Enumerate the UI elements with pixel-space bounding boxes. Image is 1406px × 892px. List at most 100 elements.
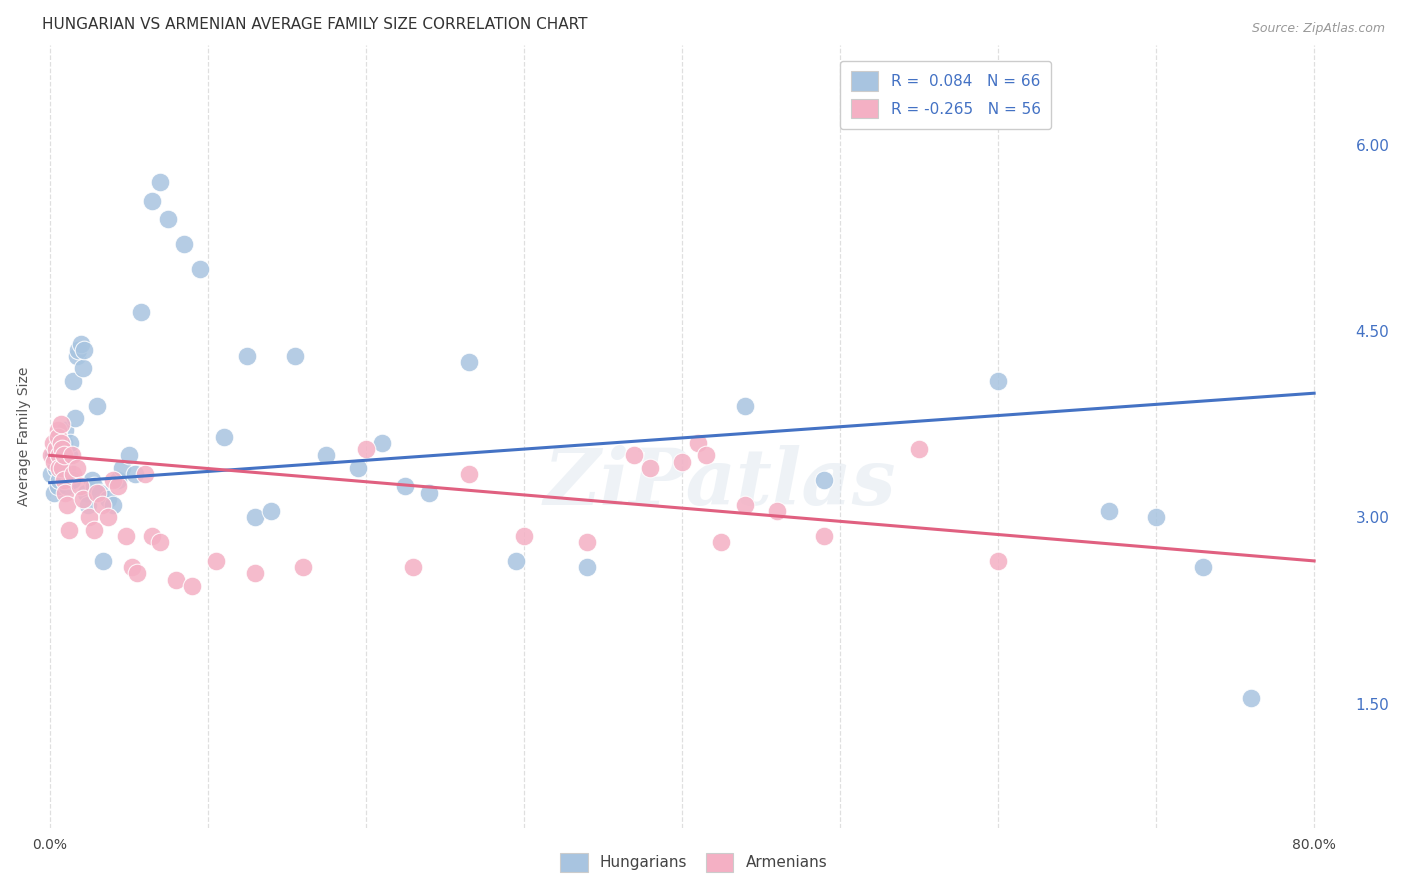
Point bbox=[67, 343, 90, 357]
Point bbox=[69, 479, 91, 493]
Point bbox=[1098, 504, 1121, 518]
Point bbox=[686, 436, 709, 450]
Point bbox=[111, 460, 134, 475]
Point bbox=[734, 498, 756, 512]
Point bbox=[55, 485, 77, 500]
Point bbox=[51, 460, 73, 475]
Point bbox=[60, 473, 83, 487]
Point bbox=[710, 535, 733, 549]
Point bbox=[671, 454, 693, 468]
Point bbox=[65, 349, 87, 363]
Point bbox=[45, 460, 67, 475]
Point bbox=[908, 442, 931, 456]
Point bbox=[83, 479, 105, 493]
Point bbox=[89, 485, 111, 500]
Point bbox=[72, 361, 94, 376]
Point bbox=[101, 473, 124, 487]
Point bbox=[60, 448, 83, 462]
Point bbox=[49, 417, 72, 432]
Point bbox=[987, 554, 1010, 568]
Point bbox=[131, 305, 153, 319]
Point bbox=[49, 436, 72, 450]
Point bbox=[260, 504, 283, 518]
Point bbox=[46, 430, 69, 444]
Point bbox=[46, 424, 69, 438]
Point bbox=[134, 467, 156, 481]
Point bbox=[157, 212, 180, 227]
Point bbox=[101, 498, 124, 512]
Point bbox=[72, 491, 94, 506]
Point bbox=[284, 349, 307, 363]
Point bbox=[121, 560, 143, 574]
Point bbox=[765, 504, 787, 518]
Point bbox=[51, 460, 73, 475]
Point bbox=[45, 442, 67, 456]
Text: Source: ZipAtlas.com: Source: ZipAtlas.com bbox=[1251, 22, 1385, 36]
Point bbox=[418, 485, 440, 500]
Point bbox=[49, 454, 72, 468]
Point bbox=[42, 448, 65, 462]
Point bbox=[987, 374, 1010, 388]
Point bbox=[56, 498, 79, 512]
Point bbox=[46, 436, 69, 450]
Point bbox=[70, 336, 93, 351]
Point bbox=[52, 473, 75, 487]
Point bbox=[1144, 510, 1167, 524]
Point bbox=[51, 442, 73, 456]
Point bbox=[457, 355, 479, 369]
Point bbox=[76, 498, 98, 512]
Point bbox=[243, 510, 266, 524]
Point bbox=[623, 448, 645, 462]
Point bbox=[347, 460, 370, 475]
Point bbox=[97, 491, 120, 506]
Point bbox=[48, 448, 70, 462]
Point bbox=[315, 448, 337, 462]
Point bbox=[813, 473, 835, 487]
Point bbox=[58, 523, 80, 537]
Point bbox=[149, 535, 172, 549]
Point bbox=[52, 467, 75, 481]
Point bbox=[83, 523, 105, 537]
Point bbox=[149, 175, 172, 189]
Point bbox=[62, 467, 84, 481]
Legend: Hungarians, Armenians: Hungarians, Armenians bbox=[550, 842, 838, 883]
Point bbox=[51, 442, 73, 456]
Point bbox=[58, 448, 80, 462]
Y-axis label: Average Family Size: Average Family Size bbox=[17, 367, 31, 507]
Point bbox=[513, 529, 536, 543]
Point bbox=[42, 436, 65, 450]
Point bbox=[402, 560, 425, 574]
Point bbox=[734, 399, 756, 413]
Point bbox=[1192, 560, 1215, 574]
Point bbox=[48, 460, 70, 475]
Point bbox=[65, 460, 87, 475]
Point bbox=[640, 460, 662, 475]
Point bbox=[813, 529, 835, 543]
Point bbox=[46, 479, 69, 493]
Point bbox=[576, 535, 599, 549]
Point bbox=[243, 566, 266, 581]
Point bbox=[165, 573, 187, 587]
Point bbox=[82, 473, 104, 487]
Point bbox=[44, 485, 66, 500]
Point bbox=[204, 554, 226, 568]
Point bbox=[695, 448, 717, 462]
Point bbox=[73, 343, 96, 357]
Point bbox=[56, 479, 79, 493]
Point bbox=[62, 374, 84, 388]
Point bbox=[55, 424, 77, 438]
Text: ZiPatlas: ZiPatlas bbox=[544, 445, 896, 522]
Point bbox=[93, 554, 115, 568]
Point bbox=[1240, 690, 1263, 705]
Point bbox=[236, 349, 259, 363]
Point bbox=[52, 436, 75, 450]
Point bbox=[86, 485, 108, 500]
Point bbox=[212, 430, 235, 444]
Point bbox=[114, 529, 136, 543]
Point bbox=[63, 411, 86, 425]
Point bbox=[59, 436, 82, 450]
Point bbox=[52, 448, 75, 462]
Point bbox=[141, 529, 163, 543]
Point bbox=[97, 510, 120, 524]
Point bbox=[39, 448, 62, 462]
